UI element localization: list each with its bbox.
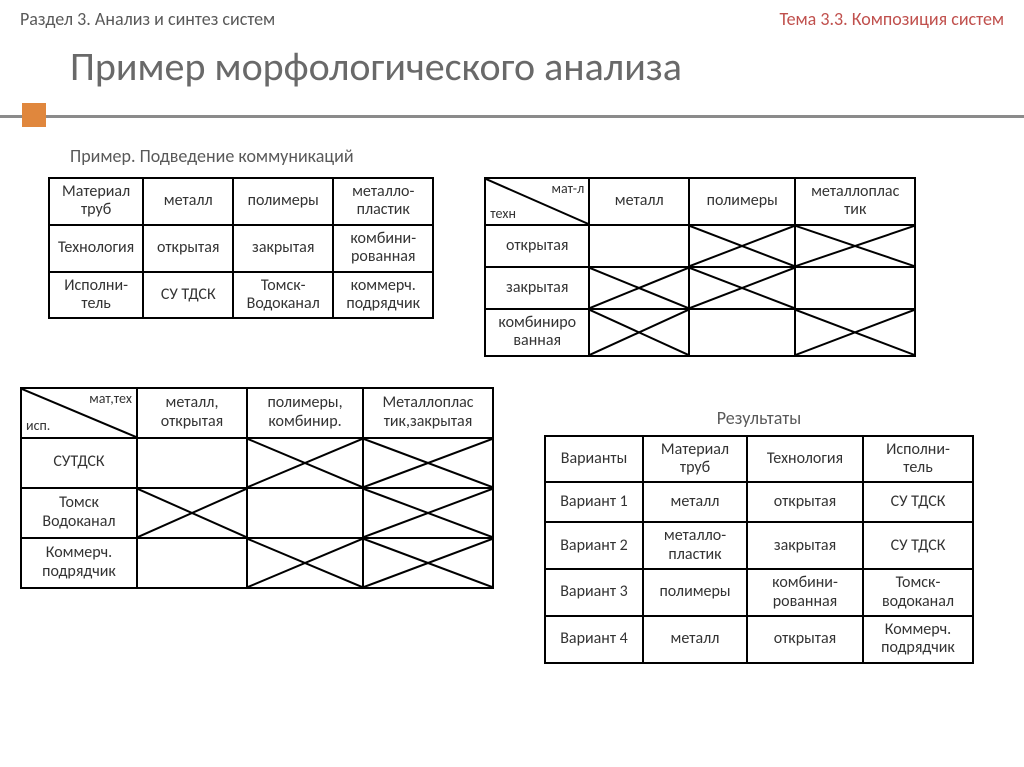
table-cell: Вариант 2 — [545, 522, 643, 569]
page-title: Пример морфологического анализа — [0, 34, 1024, 103]
accent-square — [22, 103, 46, 127]
table-cell: СУ ТДСК — [143, 272, 233, 319]
table-cell: открытая — [485, 225, 589, 267]
table-cell: металл — [643, 616, 747, 663]
table-cell: открытая — [143, 225, 233, 272]
matrix-cell — [137, 438, 247, 488]
table-cell: Томск Водоканал — [21, 488, 137, 538]
diag-bot: техн — [490, 206, 516, 222]
matrix-cell — [795, 267, 915, 309]
section-header: Раздел 3. Анализ и синтез систем — [20, 8, 275, 30]
table-cell: полимеры, комбинир. — [247, 388, 363, 438]
table-cell: полимеры — [689, 178, 795, 225]
table-cell: закрытая — [233, 225, 333, 272]
matrix-cell — [589, 309, 689, 356]
matrix-cell — [247, 538, 363, 588]
table-cell: металлоплас тик — [795, 178, 915, 225]
matrix-cell — [247, 488, 363, 538]
table-cell: открытая — [747, 482, 863, 522]
table-cell: комбини-рованная — [747, 569, 863, 616]
matrix-cell — [795, 225, 915, 267]
table-cell: полимеры — [233, 178, 333, 225]
table-cell: металло-пластик — [643, 522, 747, 569]
matrix-cell — [363, 438, 493, 488]
table-cell: закрытая — [485, 267, 589, 309]
table-cell: Исполни-тель — [863, 436, 973, 483]
table-cell: полимеры — [643, 569, 747, 616]
table-cell: комбиниро ванная — [485, 309, 589, 356]
table-cell: Материал труб — [643, 436, 747, 483]
matrix-cell — [137, 488, 247, 538]
matrix-cell — [689, 267, 795, 309]
table-cell: Варианты — [545, 436, 643, 483]
table-cell: металл — [643, 482, 747, 522]
table-cell: Коммерч. подрядчик — [863, 616, 973, 663]
table-cell: Материал труб — [49, 178, 143, 225]
matrix-cell — [589, 225, 689, 267]
table-cell: металл — [589, 178, 689, 225]
table-cell: Вариант 1 — [545, 482, 643, 522]
diag-top: мат,тех — [89, 391, 132, 407]
table-cell: СУ ТДСК — [863, 482, 973, 522]
matrix-cell — [247, 438, 363, 488]
matrix-cell — [689, 309, 795, 356]
table-cell: открытая — [747, 616, 863, 663]
divider — [0, 103, 1024, 131]
diag-top: мат-л — [552, 181, 585, 197]
diagonal-header: мат,тех исп. — [21, 388, 137, 438]
table-cell: Томск-Водоканал — [233, 272, 333, 319]
matrix-cell — [363, 488, 493, 538]
table-cell: Технология — [49, 225, 143, 272]
table-cell: Вариант 3 — [545, 569, 643, 616]
table-cell: комбини-рованная — [333, 225, 433, 272]
table-cell: Вариант 4 — [545, 616, 643, 663]
table-cell: СУТДСК — [21, 438, 137, 488]
topic-header: Тема 3.3. Композиция систем — [779, 8, 1004, 30]
table-cell: металл — [143, 178, 233, 225]
table-results: ВариантыМатериал трубТехнологияИсполни-т… — [544, 435, 974, 664]
table-cell: закрытая — [747, 522, 863, 569]
results-heading: Результаты — [544, 407, 974, 429]
table-cell: Исполни-тель — [49, 272, 143, 319]
table-cell: СУ ТДСК — [863, 522, 973, 569]
matrix-cell — [589, 267, 689, 309]
table-cell: металл, открытая — [137, 388, 247, 438]
matrix-cell — [137, 538, 247, 588]
matrix-cell — [363, 538, 493, 588]
table-cell: коммерч. подрядчик — [333, 272, 433, 319]
table-cell: Металлоплас тик,закрытая — [363, 388, 493, 438]
table-parameters: Материал трубметаллполимерыметалло-пласт… — [48, 177, 434, 319]
table-cell: металло-пластик — [333, 178, 433, 225]
table-matrix-1: мат-л техн металлполимерыметаллоплас тик от… — [484, 177, 916, 357]
matrix-cell — [795, 309, 915, 356]
table-cell: Томск-водоканал — [863, 569, 973, 616]
diagonal-header: мат-л техн — [485, 178, 589, 225]
table-cell: Технология — [747, 436, 863, 483]
matrix-cell — [689, 225, 795, 267]
table-matrix-2: мат,тех исп. металл, открытаяполимеры, ком… — [20, 387, 494, 589]
table-cell: Коммерч. подрядчик — [21, 538, 137, 588]
diag-bot: исп. — [26, 418, 50, 434]
example-subtitle: Пример. Подведение коммуникаций — [70, 145, 1004, 167]
